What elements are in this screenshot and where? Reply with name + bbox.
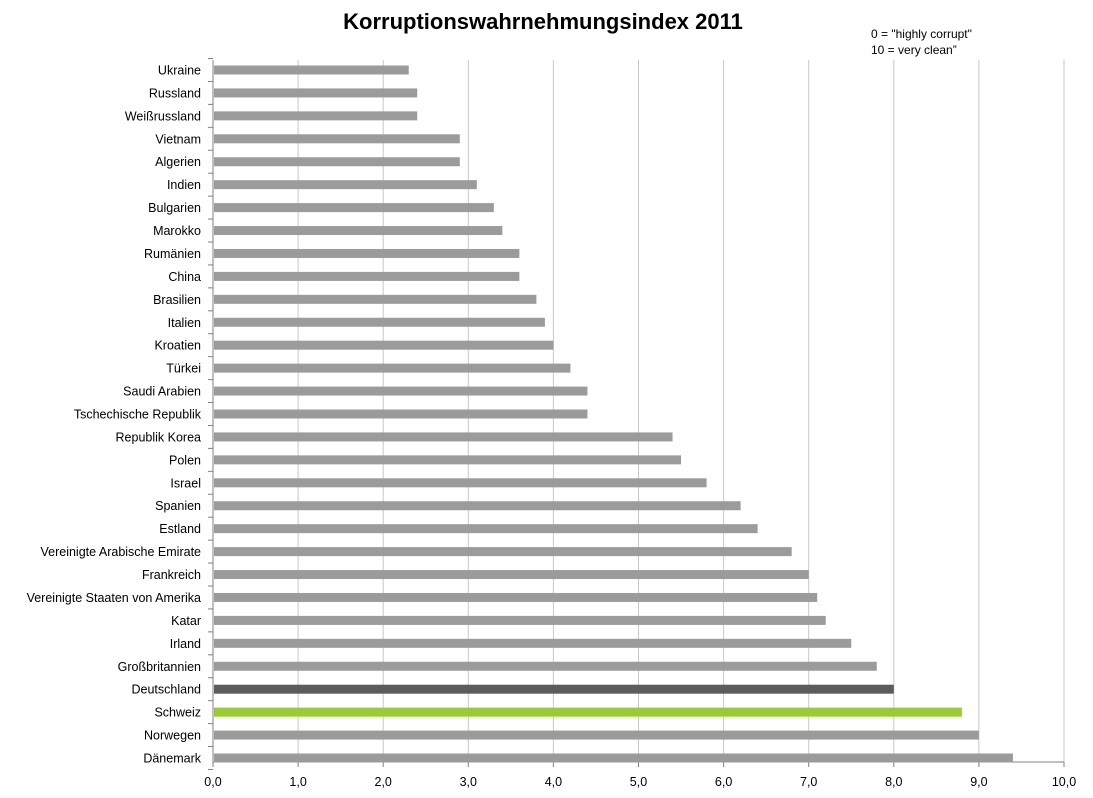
category-label: Ukraine	[158, 64, 201, 78]
bar	[214, 248, 520, 258]
category-label: Irland	[170, 637, 201, 651]
bar	[214, 65, 409, 75]
bar	[214, 570, 809, 580]
bar	[214, 271, 520, 281]
category-label: Brasilien	[153, 293, 201, 307]
category-label: Kroatien	[154, 339, 201, 353]
x-tick-label: 6,0	[715, 775, 732, 789]
x-tick-label: 8,0	[885, 775, 902, 789]
chart-title: Korruptionswahrnehmungsindex 2011	[343, 9, 743, 34]
category-label: Tschechische Republik	[74, 408, 202, 422]
category-label: Weißrussland	[125, 109, 201, 123]
bar	[214, 547, 792, 557]
x-tick-label: 3,0	[460, 775, 477, 789]
bar	[214, 501, 741, 511]
bar	[214, 661, 877, 671]
bar	[214, 363, 571, 373]
scale-annotation-low: 0 = "highly corrupt"	[871, 27, 972, 41]
scale-annotation: 0 = "highly corrupt" 10 = very clean”	[871, 26, 972, 58]
category-label: Polen	[169, 453, 201, 467]
category-label: Italien	[168, 316, 201, 330]
category-label: Marokko	[153, 224, 201, 238]
category-label: Vereinigte Arabische Emirate	[40, 545, 201, 559]
bar	[214, 111, 418, 121]
x-tick-label: 7,0	[800, 775, 817, 789]
category-label: Schweiz	[154, 706, 201, 720]
x-tick-label: 0,0	[204, 775, 221, 789]
x-tick-label: 5,0	[630, 775, 647, 789]
bar	[214, 753, 1013, 763]
category-label: Russland	[149, 86, 201, 100]
x-tick-label: 1,0	[289, 775, 306, 789]
bar	[214, 180, 477, 190]
bar	[214, 592, 818, 602]
bar	[214, 203, 494, 213]
bar	[214, 226, 503, 236]
bar	[214, 455, 682, 465]
bar	[214, 432, 673, 442]
category-label: Israel	[170, 476, 201, 490]
category-label: Vietnam	[155, 132, 201, 146]
category-label: Frankreich	[142, 568, 201, 582]
category-label: Norwegen	[144, 729, 201, 743]
category-label: Rumänien	[144, 247, 201, 261]
category-label: Republik Korea	[116, 430, 202, 444]
scale-annotation-high: 10 = very clean”	[871, 43, 957, 57]
bar	[214, 409, 588, 419]
bar	[214, 684, 894, 694]
category-label: Indien	[167, 178, 201, 192]
bar	[214, 638, 852, 648]
bar	[214, 707, 962, 717]
category-label: Algerien	[155, 155, 201, 169]
bar	[214, 340, 554, 350]
bar	[214, 386, 588, 396]
category-label: China	[168, 270, 201, 284]
category-label: Saudi Arabien	[123, 385, 201, 399]
category-label: Großbritannien	[118, 660, 201, 674]
category-label: Spanien	[155, 499, 201, 513]
category-label: Deutschland	[132, 683, 202, 697]
category-label: Bulgarien	[148, 201, 201, 215]
bar	[214, 615, 826, 625]
x-tick-label: 9,0	[970, 775, 987, 789]
category-label: Türkei	[166, 362, 201, 376]
category-label: Dänemark	[143, 752, 201, 766]
bar	[214, 524, 758, 534]
bar	[214, 134, 460, 144]
category-label: Vereinigte Staaten von Amerika	[27, 591, 201, 605]
bar	[214, 157, 460, 167]
x-tick-label: 4,0	[545, 775, 562, 789]
bar	[214, 478, 707, 488]
bar	[214, 317, 545, 327]
x-tick-label: 2,0	[375, 775, 392, 789]
bar	[214, 730, 979, 740]
category-label: Estland	[159, 522, 201, 536]
bar	[214, 88, 418, 98]
x-tick-label: 10,0	[1052, 775, 1076, 789]
bar	[214, 294, 537, 304]
category-label: Katar	[171, 614, 201, 628]
